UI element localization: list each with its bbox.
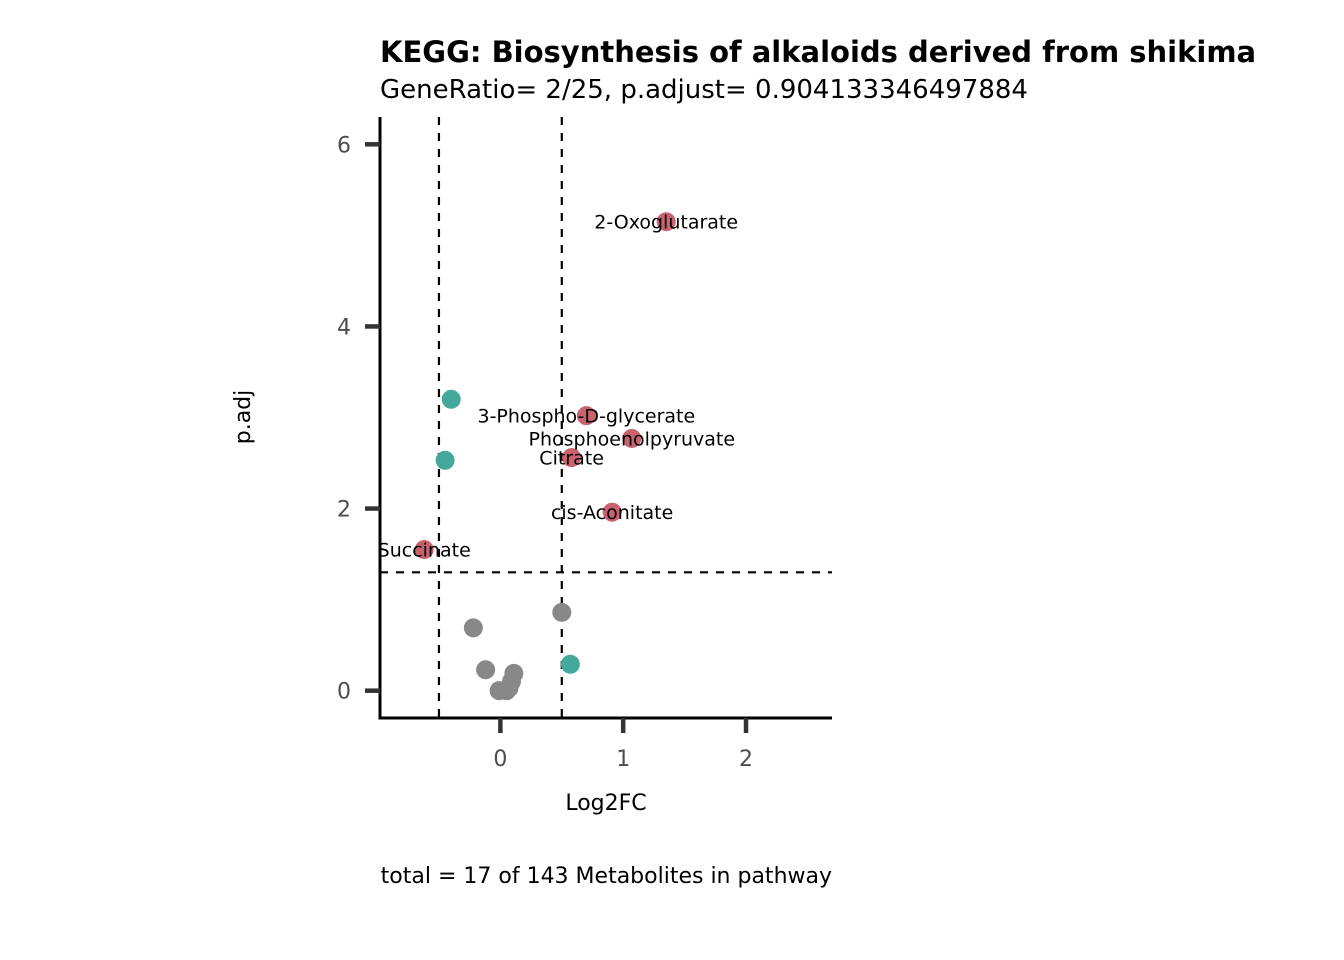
x-axis-title: Log2FC: [565, 791, 646, 816]
x-tick-label: 1: [616, 747, 630, 772]
point-label: 3-Phospho-D-glycerate: [477, 406, 695, 428]
x-axis-ticks: 0 1 2: [493, 718, 753, 772]
point-up: [576, 406, 596, 426]
point-ns: [497, 681, 517, 701]
point-down: [560, 654, 580, 674]
point-label: Phosphoenolpyruvate: [529, 428, 736, 450]
point-ns: [463, 618, 483, 638]
point-up: [656, 212, 676, 232]
point-labels: 2-Oxoglutarate 3-Phospho-D-glyceratePhosp…: [378, 212, 738, 562]
point-up: [622, 428, 642, 448]
x-tick-label: 0: [493, 747, 507, 772]
data-points: [414, 212, 676, 701]
point-label: 2-Oxoglutarate: [594, 212, 738, 234]
point-up: [562, 448, 582, 468]
point-label: Succinate: [378, 540, 471, 562]
y-tick-label: 4: [337, 315, 351, 340]
point-label: Citrate: [539, 448, 604, 470]
point-down: [435, 450, 455, 470]
chart-subtitle: GeneRatio= 2/25, p.adjust= 0.90413334649…: [380, 75, 1028, 105]
point-label: cis-Aconitate: [551, 502, 673, 524]
point-ns: [552, 602, 572, 622]
point-ns: [476, 660, 496, 680]
y-tick-label: 6: [337, 133, 351, 158]
point-up: [414, 540, 434, 560]
y-tick-label: 0: [337, 680, 351, 705]
point-down: [441, 389, 461, 409]
x-tick-label: 2: [739, 747, 753, 772]
y-tick-label: 2: [337, 498, 351, 523]
chart-title: KEGG: Biosynthesis of alkaloids derived …: [380, 35, 1256, 69]
y-axis-title: p.adj: [231, 390, 256, 445]
chart-caption: total = 17 of 143 Metabolites in pathway: [381, 864, 832, 889]
y-axis-ticks: 0 2 4 6: [337, 133, 380, 705]
point-up: [602, 502, 622, 522]
